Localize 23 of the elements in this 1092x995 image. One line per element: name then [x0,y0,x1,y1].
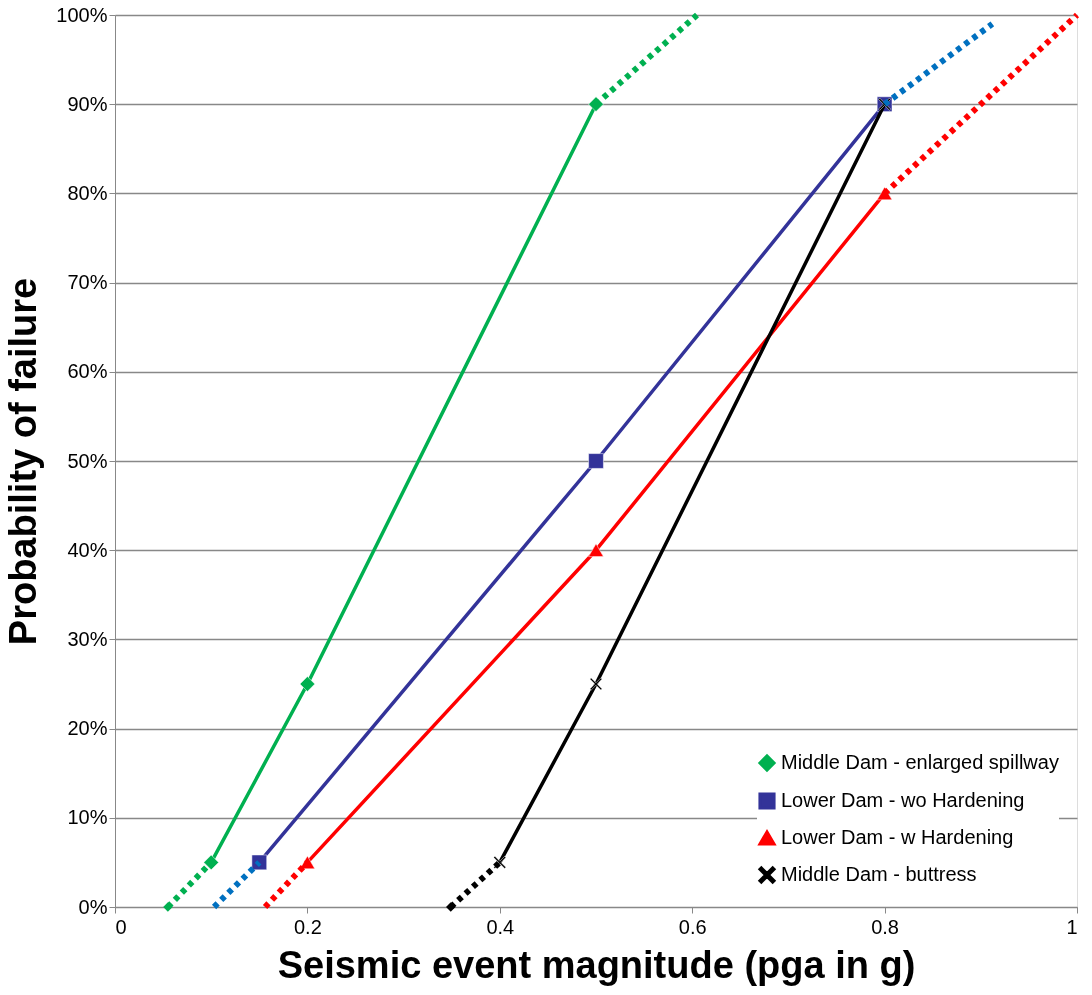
y-tick-label: 0% [78,895,108,918]
x-tick-label: 1 [1066,915,1078,938]
y-tick-label: 70% [67,271,108,294]
x-tick-label: 0.2 [293,915,322,938]
y-tick-label: 10% [67,806,108,829]
y-axis-title: Probability of failure [2,277,45,646]
x-axis-title: Seismic event magnitude (pga in g) [277,943,916,986]
y-tick-label: 90% [67,92,108,115]
y-tick-label: 30% [67,627,108,650]
x-tick-label: 0.4 [486,915,515,938]
y-tick-label: 40% [67,538,108,561]
legend-label: Lower Dam - wo Hardening [781,789,1025,811]
y-tick-label: 60% [67,360,108,383]
y-tick-label: 80% [67,181,108,204]
legend-label: Middle Dam - enlarged spillway [781,751,1059,773]
y-tick-label: 50% [67,449,108,472]
legend-label: Lower Dam - w Hardening [781,826,1014,848]
x-tick-label: 0.6 [678,915,707,938]
x-tick-label: 0.8 [871,915,900,938]
legend-label: Middle Dam - buttress [781,863,977,885]
x-tick-label: 0 [115,915,127,938]
y-tick-label: 20% [67,717,108,740]
y-tick-label: 100% [56,3,108,26]
